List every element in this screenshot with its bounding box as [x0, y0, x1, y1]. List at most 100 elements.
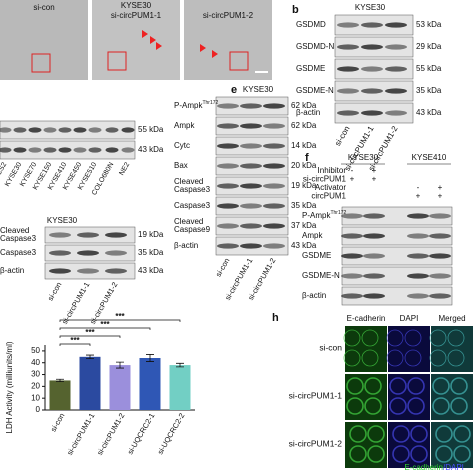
blot-band	[240, 103, 262, 109]
image-label: si-circPUM1-2	[203, 11, 254, 20]
condition-label: si-circPUM1	[303, 175, 347, 184]
size-label: 43 kDa	[138, 266, 164, 275]
cell	[432, 377, 450, 395]
significance-bracket	[59, 335, 121, 338]
blot-band	[240, 183, 262, 189]
blot-band	[385, 22, 407, 28]
cell	[404, 349, 422, 367]
cell	[367, 445, 385, 463]
blot-band	[28, 147, 42, 153]
group-label: KYSE410	[412, 153, 447, 162]
size-label: 55 kDa	[416, 64, 442, 73]
size-label: 62 kDa	[291, 121, 317, 130]
blot-band	[240, 143, 262, 149]
row-label: GSDME	[296, 64, 325, 73]
micrograph	[345, 326, 387, 372]
blot-band	[337, 66, 359, 72]
y-tick-label: 0	[36, 405, 41, 414]
cell	[453, 425, 471, 443]
significance-label: ***	[100, 320, 110, 329]
row-label: Caspase3	[0, 248, 37, 257]
blot-band	[363, 253, 385, 259]
cell	[410, 445, 428, 463]
size-label: 19 kDa	[291, 181, 317, 190]
bar	[109, 365, 131, 410]
blot-band	[337, 44, 359, 50]
cell	[450, 377, 468, 395]
blot-band	[105, 250, 127, 256]
bar	[79, 356, 101, 410]
size-label: 14 kDa	[291, 141, 317, 150]
error-bar	[86, 354, 94, 359]
lane-label: si-con	[214, 256, 232, 278]
significance-bracket	[59, 319, 181, 322]
micrograph	[431, 326, 473, 372]
image-label: si-circPUM1-1	[111, 11, 162, 20]
row-label: si-circPUM1-2	[289, 438, 343, 448]
row-label: GSDMD-N	[296, 42, 334, 51]
row-label: si-circPUM1-1	[289, 390, 343, 400]
size-label: 35 kDa	[291, 201, 317, 210]
cell	[386, 329, 404, 347]
panel-label: h	[272, 312, 279, 324]
bar	[139, 358, 161, 410]
blot-band	[337, 88, 359, 94]
panel-label: f	[305, 152, 309, 164]
blot-band	[429, 273, 451, 279]
blot-band	[43, 127, 57, 133]
size-label: 62 kDa	[291, 101, 317, 110]
blot-band	[407, 253, 429, 259]
blot-band	[363, 273, 385, 279]
cell	[364, 397, 382, 415]
size-label: 43 kDa	[138, 145, 164, 154]
blot-band	[217, 203, 239, 209]
panel-title: KYSE30	[243, 85, 274, 94]
blot-band	[28, 127, 42, 133]
row-label: Caspase3	[0, 234, 37, 243]
blot-band	[361, 110, 383, 116]
blot-band	[341, 273, 363, 279]
blot-band	[105, 232, 127, 238]
cell	[343, 349, 361, 367]
size-label: 19 kDa	[138, 230, 164, 239]
blot-band	[217, 143, 239, 149]
blot-band	[77, 268, 99, 274]
blot-band	[407, 273, 429, 279]
cell	[386, 349, 404, 367]
blot-band	[13, 127, 27, 133]
blot-band	[429, 213, 451, 219]
size-label: 37 kDa	[291, 221, 317, 230]
blot-band	[73, 147, 87, 153]
blot-band	[105, 127, 119, 133]
blot-band	[263, 103, 285, 109]
blot-band	[363, 213, 385, 219]
blot-band	[240, 223, 262, 229]
panel-label: b	[292, 4, 299, 16]
row-label-sup: Thr172	[330, 210, 346, 216]
x-tick-label: si-UQCRC2-1	[126, 411, 157, 456]
blot-band	[337, 110, 359, 116]
blot-band	[121, 147, 135, 153]
row-label-sup: Thr172	[202, 100, 218, 106]
zoom-box	[31, 53, 51, 73]
blot-band	[77, 232, 99, 238]
cell	[447, 329, 465, 347]
significance-label: ***	[85, 328, 95, 337]
size-label: 20 kDa	[291, 161, 317, 170]
blot-band	[361, 66, 383, 72]
blot-band	[263, 143, 285, 149]
blot-band	[361, 44, 383, 50]
micrograph	[92, 0, 180, 80]
row-label: P-AmpkThr172	[174, 100, 219, 110]
row-label: GSDMD	[296, 20, 326, 29]
blot-band	[0, 127, 12, 133]
condition-sign: +	[372, 175, 377, 184]
blot-band	[58, 147, 72, 153]
blot-band	[88, 127, 102, 133]
column-label: DAPI	[400, 314, 419, 323]
significance-bracket	[59, 327, 151, 330]
y-tick-label: 20	[31, 381, 40, 390]
blot-band	[217, 103, 239, 109]
micrographs	[0, 0, 272, 80]
x-tick-label: si-circPUM1-1	[65, 411, 96, 456]
